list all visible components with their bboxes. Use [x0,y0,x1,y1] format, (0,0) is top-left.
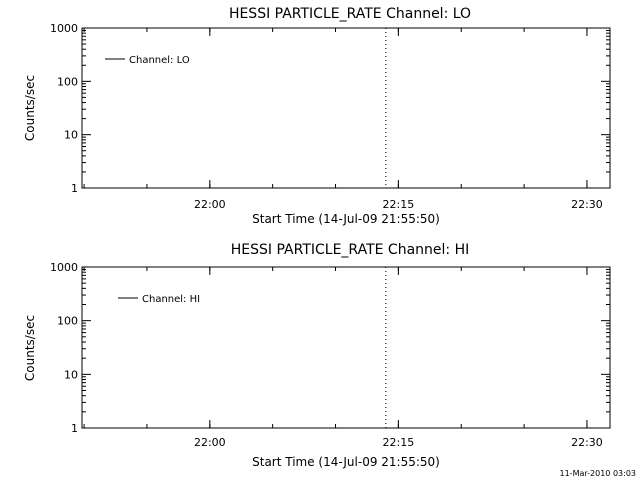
x-axis-label: Start Time (14-Jul-09 21:55:50) [252,212,440,226]
legend-label: Channel: LO [129,55,190,66]
y-axis-label: Counts/sec [23,315,37,381]
x-tick-label: 22:00 [194,436,226,449]
y-tick-label: 1000 [50,261,78,274]
y-tick-label: 1 [71,182,78,195]
x-tick-label: 22:30 [571,436,603,449]
chart-title: HESSI PARTICLE_RATE Channel: LO [229,6,471,22]
plot-frame [81,27,611,189]
legend-label: Channel: HI [142,294,200,305]
y-tick-label: 1 [71,422,78,435]
y-tick-label: 100 [57,75,78,88]
y-tick-label: 1000 [50,22,78,35]
plot-frame [81,266,611,429]
y-axis-label: Counts/sec [23,75,37,141]
chart-title: HESSI PARTICLE_RATE Channel: HI [231,242,469,258]
y-tick-label: 10 [64,129,78,142]
x-tick-label: 22:15 [383,198,415,211]
x-tick-label: 22:00 [194,198,226,211]
chart-panel-lo: HESSI PARTICLE_RATE Channel: LO SE 22:00… [23,6,611,226]
x-axis-label: Start Time (14-Jul-09 21:55:50) [252,455,440,469]
chart-panel-hi: HESSI PARTICLE_RATE Channel: HI SE 22:00… [23,242,611,469]
x-tick-label: 22:30 [571,198,603,211]
x-tick-label: 22:15 [383,436,415,449]
timestamp: 11-Mar-2010 03:03 [560,469,637,478]
legend: Channel: HI [118,294,200,305]
y-tick-label: 100 [57,315,78,328]
y-tick-label: 10 [64,368,78,381]
legend: Channel: LO [105,55,190,66]
